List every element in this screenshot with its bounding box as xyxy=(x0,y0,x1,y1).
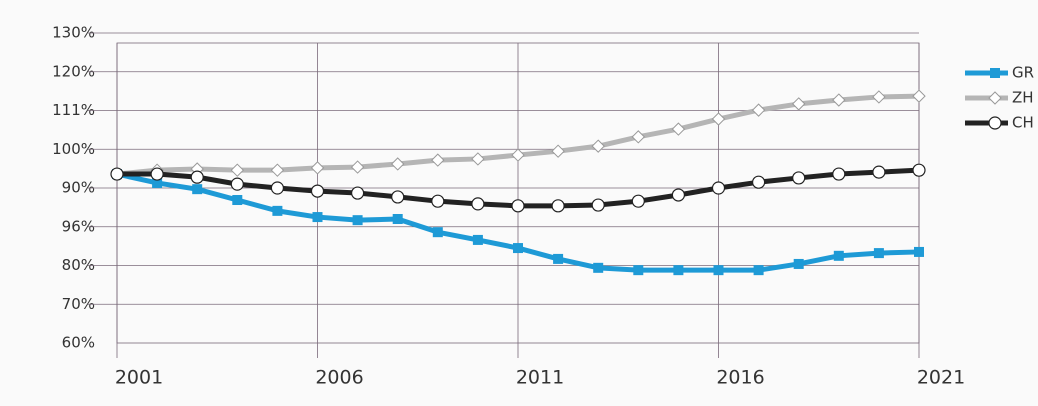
data-point xyxy=(792,171,806,185)
data-point xyxy=(711,181,726,195)
x-tick-label: 2001 xyxy=(115,367,163,389)
data-point xyxy=(511,199,525,213)
y-tick-label: 120% xyxy=(52,62,95,80)
data-point xyxy=(432,227,443,238)
data-point xyxy=(832,93,846,107)
data-point xyxy=(713,265,724,276)
y-tick-label: 111% xyxy=(52,101,95,119)
data-point xyxy=(591,198,605,212)
legend-marker xyxy=(988,91,1002,105)
x-tick-label: 2011 xyxy=(516,367,564,389)
x-tick-label: 2006 xyxy=(315,367,363,389)
data-point xyxy=(912,163,926,177)
x-tick-label: 2021 xyxy=(917,367,965,389)
data-point xyxy=(350,160,365,174)
data-point xyxy=(272,205,283,216)
legend-label: GR xyxy=(1012,64,1034,82)
x-tick-label: 2016 xyxy=(716,367,764,389)
data-point xyxy=(633,265,644,276)
data-point xyxy=(671,122,686,136)
data-point xyxy=(832,167,846,181)
data-point xyxy=(312,212,323,223)
data-point xyxy=(150,167,164,181)
data-point xyxy=(513,243,523,254)
data-point xyxy=(872,90,886,104)
y-tick-label: 96% xyxy=(62,217,95,235)
data-point xyxy=(873,248,884,259)
data-point xyxy=(791,97,806,111)
data-point xyxy=(390,157,405,171)
data-point xyxy=(753,265,764,276)
data-point xyxy=(914,246,924,257)
data-point xyxy=(192,184,203,195)
data-point xyxy=(471,197,485,211)
data-point xyxy=(352,215,363,226)
data-point xyxy=(631,194,645,208)
data-point xyxy=(711,112,726,126)
data-point xyxy=(230,163,245,177)
legend-marker xyxy=(988,116,1002,130)
data-point xyxy=(270,163,285,177)
y-tick-label: 70% xyxy=(62,295,95,313)
data-point xyxy=(673,265,684,276)
data-point xyxy=(551,199,565,213)
data-point xyxy=(230,177,244,191)
data-point xyxy=(472,234,483,245)
data-point xyxy=(511,148,525,162)
y-tick-label: 100% xyxy=(52,140,95,158)
data-point xyxy=(793,258,804,269)
data-point xyxy=(671,188,686,202)
data-point xyxy=(551,144,565,158)
data-point xyxy=(152,177,163,188)
data-point xyxy=(431,153,445,167)
y-tick-label: 130% xyxy=(52,24,95,42)
data-point xyxy=(270,181,284,195)
data-point xyxy=(872,165,886,179)
data-point xyxy=(912,89,926,103)
data-point xyxy=(190,170,204,184)
data-point xyxy=(232,195,243,206)
legend-label: ZH xyxy=(1012,89,1034,107)
data-point xyxy=(833,250,844,261)
legend-marker xyxy=(990,68,1000,78)
data-point xyxy=(631,130,646,144)
data-point xyxy=(351,186,365,200)
data-point xyxy=(310,184,325,198)
data-point xyxy=(593,262,604,273)
data-point xyxy=(591,139,605,153)
y-tick-label: 60% xyxy=(62,334,95,352)
data-point xyxy=(751,103,766,117)
y-tick-label: 80% xyxy=(62,256,95,274)
data-point xyxy=(391,190,405,204)
data-point xyxy=(751,175,766,189)
y-tick-label: 90% xyxy=(62,179,95,197)
data-point xyxy=(310,161,325,175)
data-point xyxy=(392,214,403,224)
data-point xyxy=(110,167,124,181)
data-point xyxy=(553,253,564,264)
legend-label: CH xyxy=(1012,114,1034,132)
data-point xyxy=(431,194,445,208)
data-point xyxy=(471,152,485,166)
